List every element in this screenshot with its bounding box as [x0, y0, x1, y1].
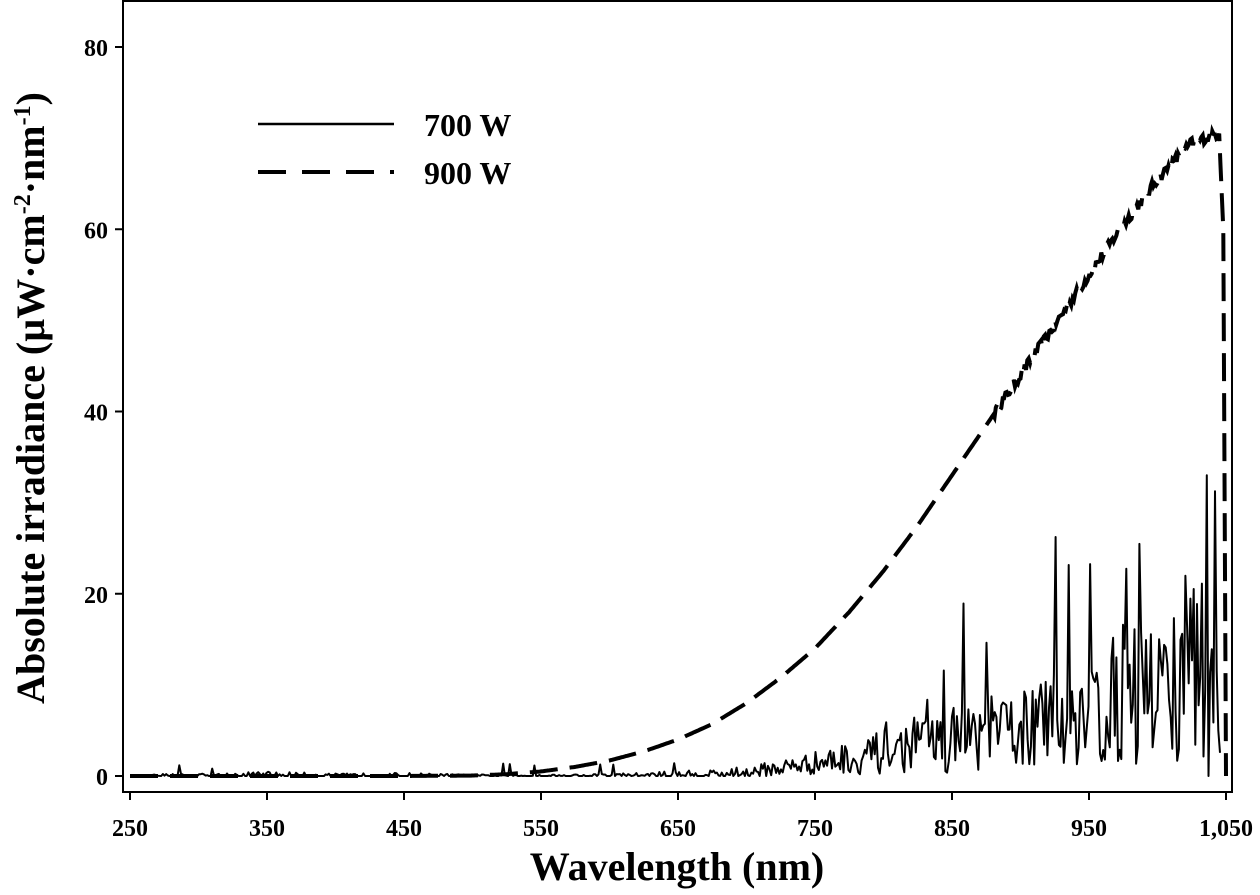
- y-axis-title-exp2: -1: [10, 105, 36, 125]
- y-tick-label: 40: [84, 401, 108, 427]
- x-tick-label: 550: [523, 816, 559, 842]
- x-tick-label: 450: [386, 816, 422, 842]
- y-axis-title-mid: ·nm: [8, 125, 53, 194]
- x-tick-label: 250: [112, 816, 148, 842]
- series-700w-line: [130, 474, 1221, 777]
- y-tick-label: 60: [84, 218, 108, 244]
- x-tick-label: 350: [249, 816, 285, 842]
- y-tick-label: 20: [84, 583, 108, 609]
- x-tick-label: 950: [1071, 816, 1107, 842]
- y-axis-title-exp1: -2: [10, 194, 36, 214]
- series-900w-line: [130, 123, 1228, 778]
- legend-label-700w: 700 W: [424, 107, 511, 143]
- axis-ticks: 250 350 450 550 650 750 850 950 1,050 0 20 40 60 80: [84, 36, 1253, 842]
- plot-border: [122, 0, 1233, 793]
- y-tick-label: 80: [84, 36, 108, 62]
- x-tick-label: 750: [797, 816, 833, 842]
- y-axis-title: Absolute irradiance (µW·cm-2·nm-1): [8, 92, 53, 704]
- y-axis-title-main: Absolute irradiance (µW·cm: [8, 214, 53, 704]
- x-tick-label: 850: [934, 816, 970, 842]
- series-layer: [130, 123, 1228, 778]
- x-tick-label: 650: [660, 816, 696, 842]
- x-axis-title: Wavelength (nm): [530, 844, 824, 889]
- x-tick-label: 1,050: [1199, 816, 1253, 842]
- y-axis-title-close: ): [8, 92, 53, 105]
- legend: 700 W 900 W: [258, 107, 511, 191]
- legend-label-900w: 900 W: [424, 155, 511, 191]
- plot-frame: [122, 0, 1233, 793]
- y-tick-label: 0: [96, 765, 108, 791]
